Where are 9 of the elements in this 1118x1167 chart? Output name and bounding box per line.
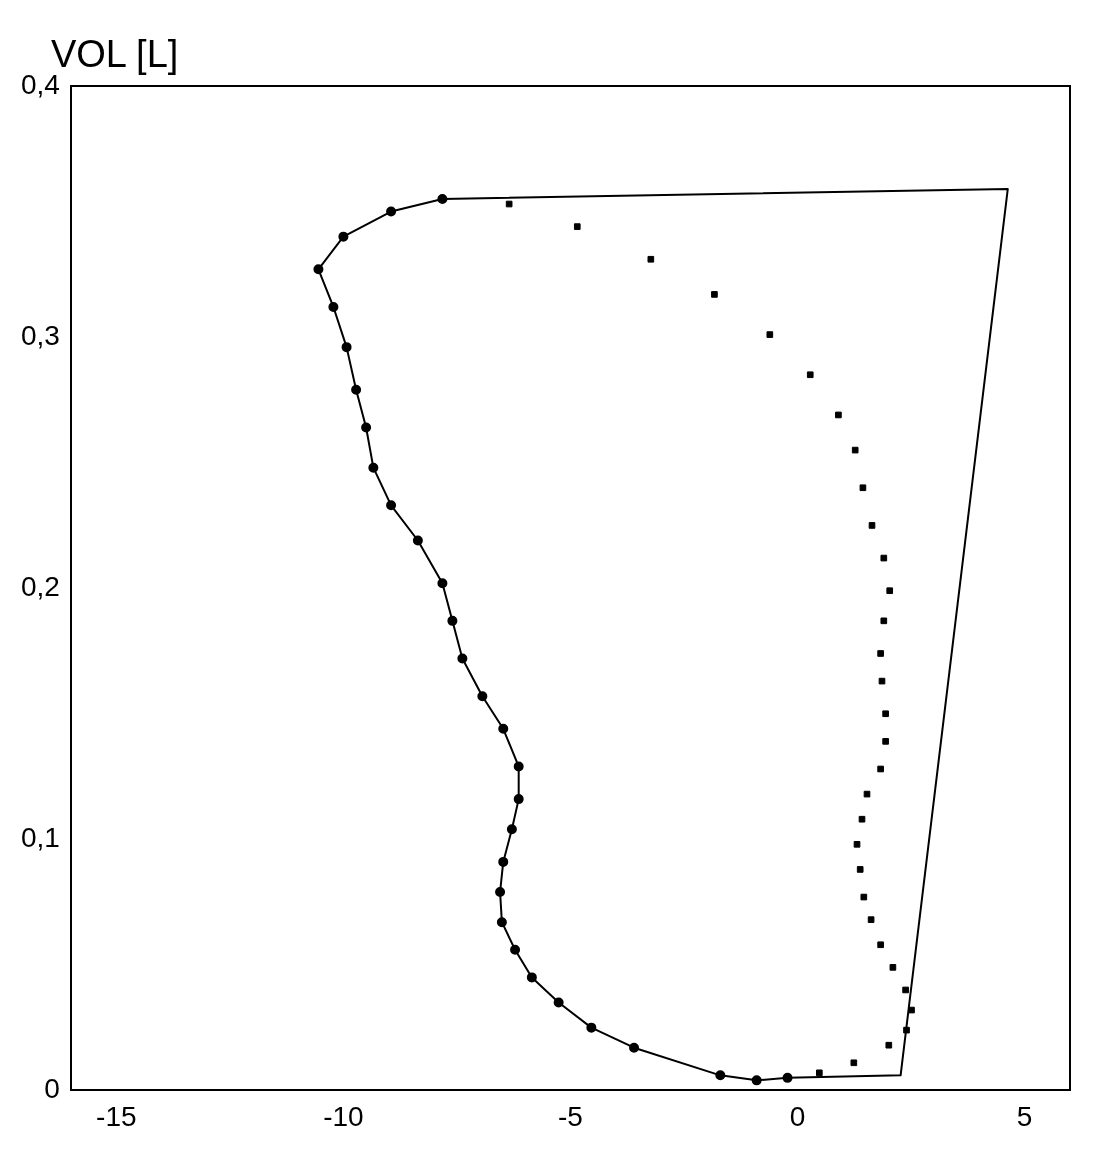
y-tick-label: 0,1 xyxy=(20,822,60,854)
y-tick-label: 0 xyxy=(44,1073,60,1105)
y-tick-label: 0,3 xyxy=(20,319,60,351)
x-tick-label: 0 xyxy=(789,1100,806,1132)
x-tick-label: -15 xyxy=(96,1100,137,1132)
x-tick-label: 5 xyxy=(1016,1100,1033,1132)
x-tick-label: -5 xyxy=(558,1100,583,1132)
y-tick-label: 0,2 xyxy=(20,570,60,602)
x-tick-label: -10 xyxy=(323,1100,364,1132)
